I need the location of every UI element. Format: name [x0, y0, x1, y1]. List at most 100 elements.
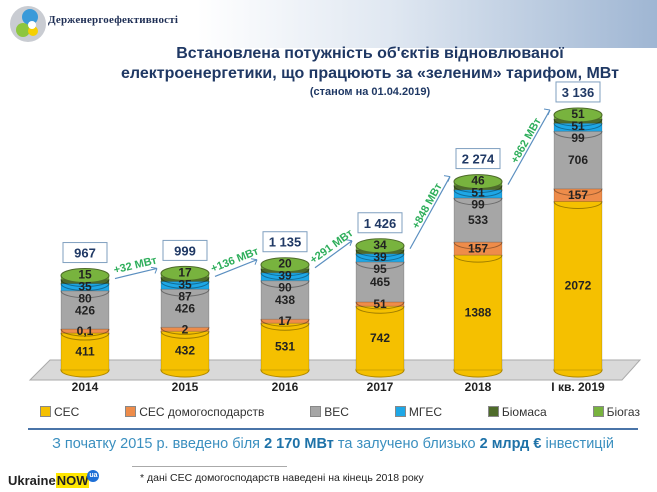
segment-edge [60, 290, 110, 299]
segment-edge [355, 261, 405, 270]
total-box [357, 212, 403, 234]
chart-subtitle: (станом на 01.04.2019) [309, 86, 431, 98]
data-label: 157 [468, 242, 488, 256]
data-label: 411 [75, 345, 95, 359]
segment-edge [355, 306, 405, 314]
brand-ukraine: Ukraine [8, 473, 56, 488]
segment-edge [355, 301, 405, 310]
total-label: 2 274 [462, 152, 495, 167]
growth-label: +848 МВт [410, 181, 445, 231]
data-label: 17 [178, 265, 192, 279]
chart-floor [28, 359, 642, 381]
data-label: 533 [468, 213, 488, 227]
summary-mw: 2 170 МВт [264, 436, 334, 452]
total-label: 1 135 [269, 235, 302, 250]
bar-segment-ВЕС [160, 288, 210, 328]
data-label: 34 [373, 238, 387, 252]
x-tick-label: І кв. 2019 [551, 380, 605, 394]
total-box [62, 242, 108, 264]
summary-note: З початку 2015 р. введено біля 2 170 МВт… [28, 436, 638, 452]
legend-label: СЕС [54, 405, 80, 419]
divider [28, 428, 638, 430]
growth-arrow [314, 240, 353, 269]
data-label: 432 [175, 344, 195, 358]
segment-edge [453, 254, 503, 263]
summary-investment: 2 млрд € [479, 436, 542, 452]
legend-swatch [310, 406, 322, 417]
data-label: 426 [75, 304, 95, 318]
data-label: 80 [78, 292, 92, 306]
data-label: 0,1 [77, 324, 94, 338]
x-tick-label: 2017 [367, 380, 394, 394]
data-label: 46 [471, 174, 485, 188]
segment-edge [160, 331, 210, 339]
total-box [555, 81, 601, 103]
growth-label: +136 МВт [209, 245, 261, 275]
segment-edge [453, 197, 503, 206]
growth-arrow [507, 109, 551, 185]
data-label: 426 [175, 301, 195, 315]
x-tick-label: 2014 [72, 380, 99, 394]
bar-segment-ВЕС [453, 197, 503, 243]
legend-item: Біомаса [487, 405, 547, 419]
data-label: 35 [78, 280, 92, 294]
segment-edge [260, 280, 310, 289]
data-label: 35 [178, 277, 192, 291]
total-box [262, 231, 308, 253]
segment-edge [355, 249, 405, 258]
legend-item: МГЕС [394, 405, 442, 419]
segment-edge [553, 131, 603, 139]
legend-swatch [125, 406, 137, 417]
segment-edge [553, 188, 603, 197]
data-label: 15 [78, 268, 92, 282]
legend-swatch [394, 406, 406, 417]
arrowhead-icon [443, 175, 451, 182]
legend-item: СЕС [40, 405, 79, 419]
segment-edge [60, 328, 110, 337]
agency-name: Держенергоефективності [48, 14, 179, 26]
summary-post: інвестицій [541, 436, 614, 452]
data-label: 51 [571, 119, 585, 133]
data-label: 706 [568, 153, 588, 167]
data-label: 742 [370, 331, 390, 345]
bar-top-4 [453, 174, 503, 190]
growth-arrow [409, 176, 451, 250]
data-label: 2072 [565, 279, 592, 293]
total-label: 999 [174, 243, 196, 258]
growth-arrow [114, 267, 158, 280]
data-label: 1388 [465, 306, 492, 320]
bar-top-0 [60, 268, 110, 284]
legend-swatch [40, 406, 51, 417]
data-label: 438 [275, 293, 295, 307]
segment-edge [60, 332, 110, 341]
segment-edge [160, 289, 210, 297]
total-label: 3 136 [562, 85, 595, 100]
arrowhead-icon [150, 266, 158, 274]
total-box [162, 239, 208, 261]
segment-edge [260, 268, 310, 277]
data-label: 17 [278, 314, 292, 328]
bar-segment-ВЕС [355, 261, 405, 303]
data-label: 20 [278, 257, 292, 271]
segment-edge [160, 277, 210, 285]
data-label: 99 [471, 198, 485, 212]
bar-segment-СЕС домогосподарств [60, 328, 110, 334]
legend-item: ВЕС [310, 405, 349, 419]
x-tick-label: 2015 [172, 380, 199, 394]
total-label: 1 426 [364, 216, 397, 231]
footnote: * дані СЕС домогосподарств наведені на к… [140, 472, 424, 484]
bar-segment-СЕС [553, 200, 603, 371]
growth-arrow [214, 259, 258, 277]
data-label: 95 [373, 262, 387, 276]
segment-edge [160, 327, 210, 335]
segment-edge [453, 189, 503, 198]
legend-label: Біомаса [501, 405, 547, 419]
agency-logo-icon [10, 6, 46, 42]
bar-segment-СЕС [160, 330, 210, 371]
bar-top-1 [160, 265, 210, 281]
total-box [455, 148, 501, 170]
brand-ua: ua [87, 470, 100, 482]
data-label: 90 [278, 281, 292, 295]
data-label: 39 [278, 269, 292, 283]
bar-top-5 [553, 107, 603, 123]
